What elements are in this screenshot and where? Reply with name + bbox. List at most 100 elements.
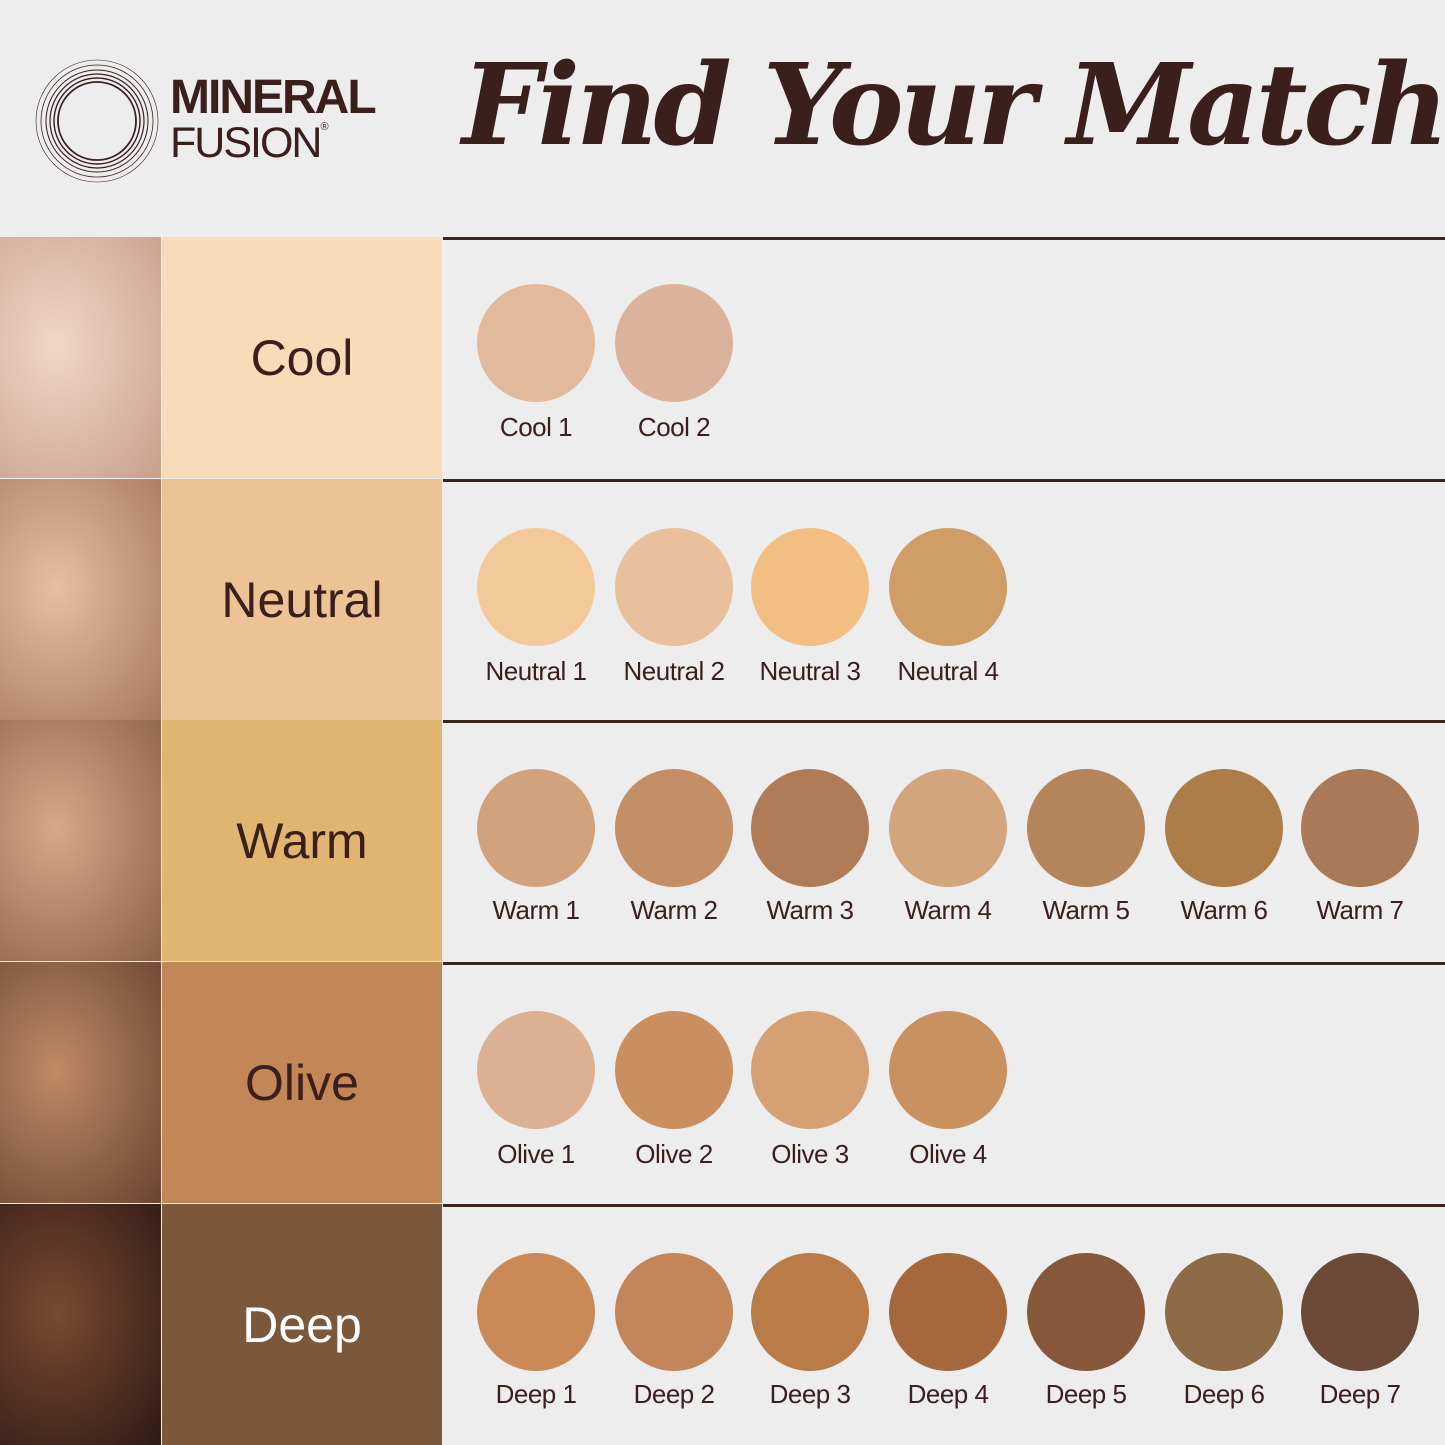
tone-label: Neutral [162, 479, 442, 720]
shade-color-circle[interactable] [477, 528, 595, 646]
shade-color-circle[interactable] [615, 284, 733, 402]
shade-color-circle[interactable] [889, 769, 1007, 887]
shade-swatch[interactable]: Deep 6 [1155, 1253, 1293, 1410]
shade-label: Olive 1 [497, 1139, 575, 1169]
shade-label: Deep 6 [1183, 1379, 1265, 1409]
shade-label: Cool 2 [637, 412, 711, 442]
shade-label: Warm 5 [1042, 895, 1130, 925]
shade-swatch[interactable]: Warm 3 [741, 769, 879, 926]
shade-color-circle[interactable] [889, 528, 1007, 646]
shade-color-circle[interactable] [1027, 769, 1145, 887]
shade-swatch[interactable]: Olive 1 [467, 1011, 605, 1170]
header: MINERAL FUSION® Find Your Match [0, 0, 1445, 237]
shade-label: Deep 5 [1045, 1379, 1127, 1409]
shade-label: Deep 1 [495, 1379, 577, 1409]
shade-swatch[interactable]: Cool 1 [467, 284, 605, 443]
shade-label: Warm 7 [1316, 895, 1404, 925]
shade-label: Olive 2 [635, 1139, 713, 1169]
shade-label: Neutral 2 [623, 656, 726, 686]
shade-label: Warm 6 [1180, 895, 1268, 925]
shade-swatches: Olive 1 Olive 2 Olive 3 Olive 4 [443, 962, 1445, 1203]
shade-swatch[interactable]: Neutral 3 [741, 528, 879, 687]
shade-label: Warm 1 [492, 895, 580, 925]
shade-swatch[interactable]: Neutral 2 [605, 528, 743, 687]
brand-fusion: FUSION [170, 119, 322, 167]
shade-label: Warm 4 [904, 895, 992, 925]
shade-color-circle[interactable] [615, 1011, 733, 1129]
shade-swatches: Neutral 1 Neutral 2 Neutral 3 Neutral 4 [443, 479, 1445, 720]
shade-color-circle[interactable] [477, 284, 595, 402]
tone-label: Olive [162, 962, 442, 1203]
shade-swatch[interactable]: Olive 2 [605, 1011, 743, 1170]
shade-swatch[interactable]: Warm 4 [879, 769, 1017, 926]
shade-color-circle[interactable] [477, 1253, 595, 1371]
shade-swatch[interactable]: Deep 2 [605, 1253, 743, 1410]
tone-row-olive: Olive Olive 1 Olive 2 Olive 3 Olive 4 [0, 962, 1445, 1203]
shade-color-circle[interactable] [1301, 1253, 1419, 1371]
shade-label: Olive 3 [771, 1139, 849, 1169]
shade-color-circle[interactable] [751, 1011, 869, 1129]
shade-color-circle[interactable] [1027, 1253, 1145, 1371]
shade-label: Deep 3 [769, 1379, 851, 1409]
shade-swatches: Cool 1 Cool 2 [443, 237, 1445, 478]
shade-label: Neutral 1 [485, 656, 588, 686]
shade-color-circle[interactable] [615, 769, 733, 887]
shade-color-circle[interactable] [615, 528, 733, 646]
model-face-photo [0, 237, 161, 478]
shade-swatch[interactable]: Deep 3 [741, 1253, 879, 1410]
shade-color-circle[interactable] [1165, 1253, 1283, 1371]
model-face-photo [0, 479, 161, 720]
shade-label: Deep 4 [907, 1379, 989, 1409]
brand-line2: FUSION® [170, 122, 329, 165]
shade-color-circle[interactable] [477, 769, 595, 887]
tone-row-cool: Cool Cool 1 Cool 2 [0, 237, 1445, 478]
shade-color-circle[interactable] [889, 1253, 1007, 1371]
shade-label: Neutral 4 [897, 656, 1000, 686]
shade-swatch[interactable]: Warm 2 [605, 769, 743, 926]
shade-label: Neutral 3 [759, 656, 862, 686]
shade-swatch[interactable]: Cool 2 [605, 284, 743, 443]
tone-row-warm: Warm Warm 1 Warm 2 Warm 3 Warm 4 Warm 5 Warm 6… [0, 720, 1445, 961]
shade-color-circle[interactable] [751, 1253, 869, 1371]
shade-swatch[interactable]: Warm 6 [1155, 769, 1293, 926]
shade-swatches: Warm 1 Warm 2 Warm 3 Warm 4 Warm 5 Warm 6 Warm… [443, 720, 1445, 961]
shade-label: Deep 2 [633, 1379, 715, 1409]
shade-swatches: Deep 1 Deep 2 Deep 3 Deep 4 Deep 5 Deep 6 Deep… [443, 1204, 1445, 1445]
shade-color-circle[interactable] [751, 769, 869, 887]
shade-swatch[interactable]: Warm 5 [1017, 769, 1155, 926]
shade-label: Olive 4 [909, 1139, 987, 1169]
shade-swatch[interactable]: Warm 7 [1291, 769, 1429, 926]
tone-label: Deep [162, 1204, 442, 1445]
model-face-photo [0, 720, 161, 961]
shade-swatch[interactable]: Olive 4 [879, 1011, 1017, 1170]
shade-swatch[interactable]: Deep 4 [879, 1253, 1017, 1410]
tone-label: Cool [162, 237, 442, 478]
registered-mark: ® [320, 121, 329, 133]
mineral-fusion-logo: MINERAL FUSION® [34, 58, 414, 184]
shade-swatch[interactable]: Deep 5 [1017, 1253, 1155, 1410]
brand-line1: MINERAL [170, 71, 377, 124]
shade-color-circle[interactable] [889, 1011, 1007, 1129]
concentric-rings-icon [35, 59, 159, 183]
shade-swatch[interactable]: Deep 1 [467, 1253, 605, 1410]
shade-label: Deep 7 [1319, 1379, 1401, 1409]
model-face-photo [0, 962, 161, 1203]
shade-swatch[interactable]: Neutral 4 [879, 528, 1017, 687]
shade-swatch[interactable]: Warm 1 [467, 769, 605, 926]
page-title: Find Your Match [462, 40, 1445, 171]
shade-label: Warm 3 [766, 895, 854, 925]
shade-color-circle[interactable] [615, 1253, 733, 1371]
shade-swatch[interactable]: Olive 3 [741, 1011, 879, 1170]
shade-swatch[interactable]: Deep 7 [1291, 1253, 1429, 1410]
tone-row-deep: Deep Deep 1 Deep 2 Deep 3 Deep 4 Deep 5 Deep 6… [0, 1204, 1445, 1445]
shade-color-circle[interactable] [1301, 769, 1419, 887]
tone-row-neutral: Neutral Neutral 1 Neutral 2 Neutral 3 Neutra… [0, 479, 1445, 720]
shade-label: Cool 1 [499, 412, 573, 442]
shade-color-circle[interactable] [477, 1011, 595, 1129]
shade-color-circle[interactable] [1165, 769, 1283, 887]
shade-label: Warm 2 [630, 895, 718, 925]
tone-label: Warm [162, 720, 442, 961]
shade-swatch[interactable]: Neutral 1 [467, 528, 605, 687]
shade-color-circle[interactable] [751, 528, 869, 646]
model-face-photo [0, 1204, 161, 1445]
